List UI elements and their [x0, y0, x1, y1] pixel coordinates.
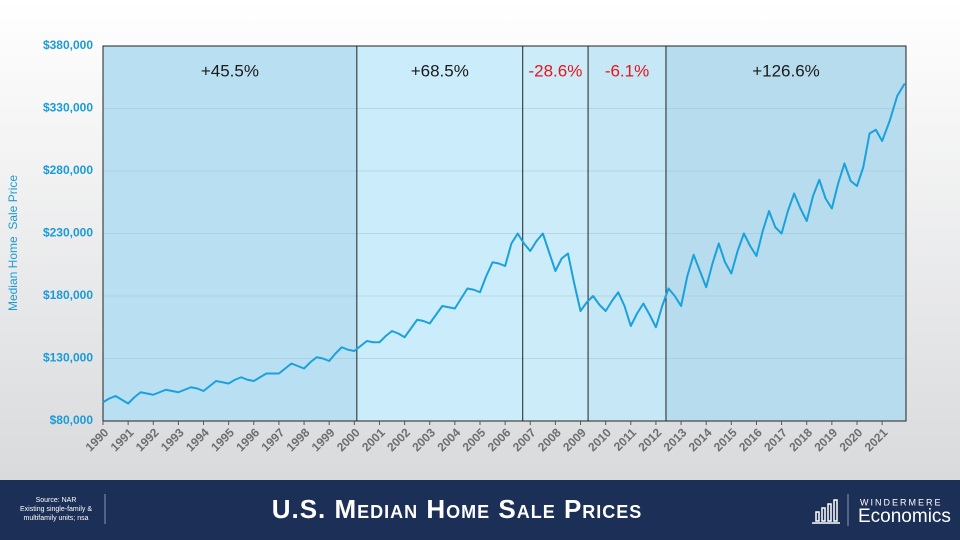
region-label: -6.1%	[605, 61, 649, 80]
region-label: -28.6%	[528, 61, 582, 80]
brand-name: WINDERMERE	[860, 497, 943, 507]
region-label: +45.5%	[201, 61, 259, 80]
footer-bar	[0, 480, 960, 540]
y-tick-label: $180,000	[43, 288, 93, 302]
brand-product: Economics	[858, 506, 951, 527]
y-tick-label: $80,000	[50, 413, 94, 427]
y-tick-label: $280,000	[43, 163, 93, 177]
price-line	[102, 82, 906, 405]
plot-frame	[102, 45, 907, 422]
y-tick-label: $230,000	[43, 226, 93, 240]
source: multifamily units; nsa	[24, 515, 89, 522]
y-tick-label: $130,000	[43, 351, 93, 365]
region-label: +126.6%	[752, 61, 820, 80]
y-tick-label: $330,000	[43, 101, 93, 115]
source: Source: NAR	[36, 497, 77, 504]
region-label: +68.5%	[411, 61, 469, 80]
y-axis-label: Median Home Sale Price	[6, 175, 20, 311]
logo-icon	[812, 499, 840, 524]
y-tick-label: $380,000	[43, 38, 93, 52]
source: Existing single-family &	[20, 506, 92, 513]
slide-title: U.S. Median Home Sale Prices	[272, 494, 643, 524]
